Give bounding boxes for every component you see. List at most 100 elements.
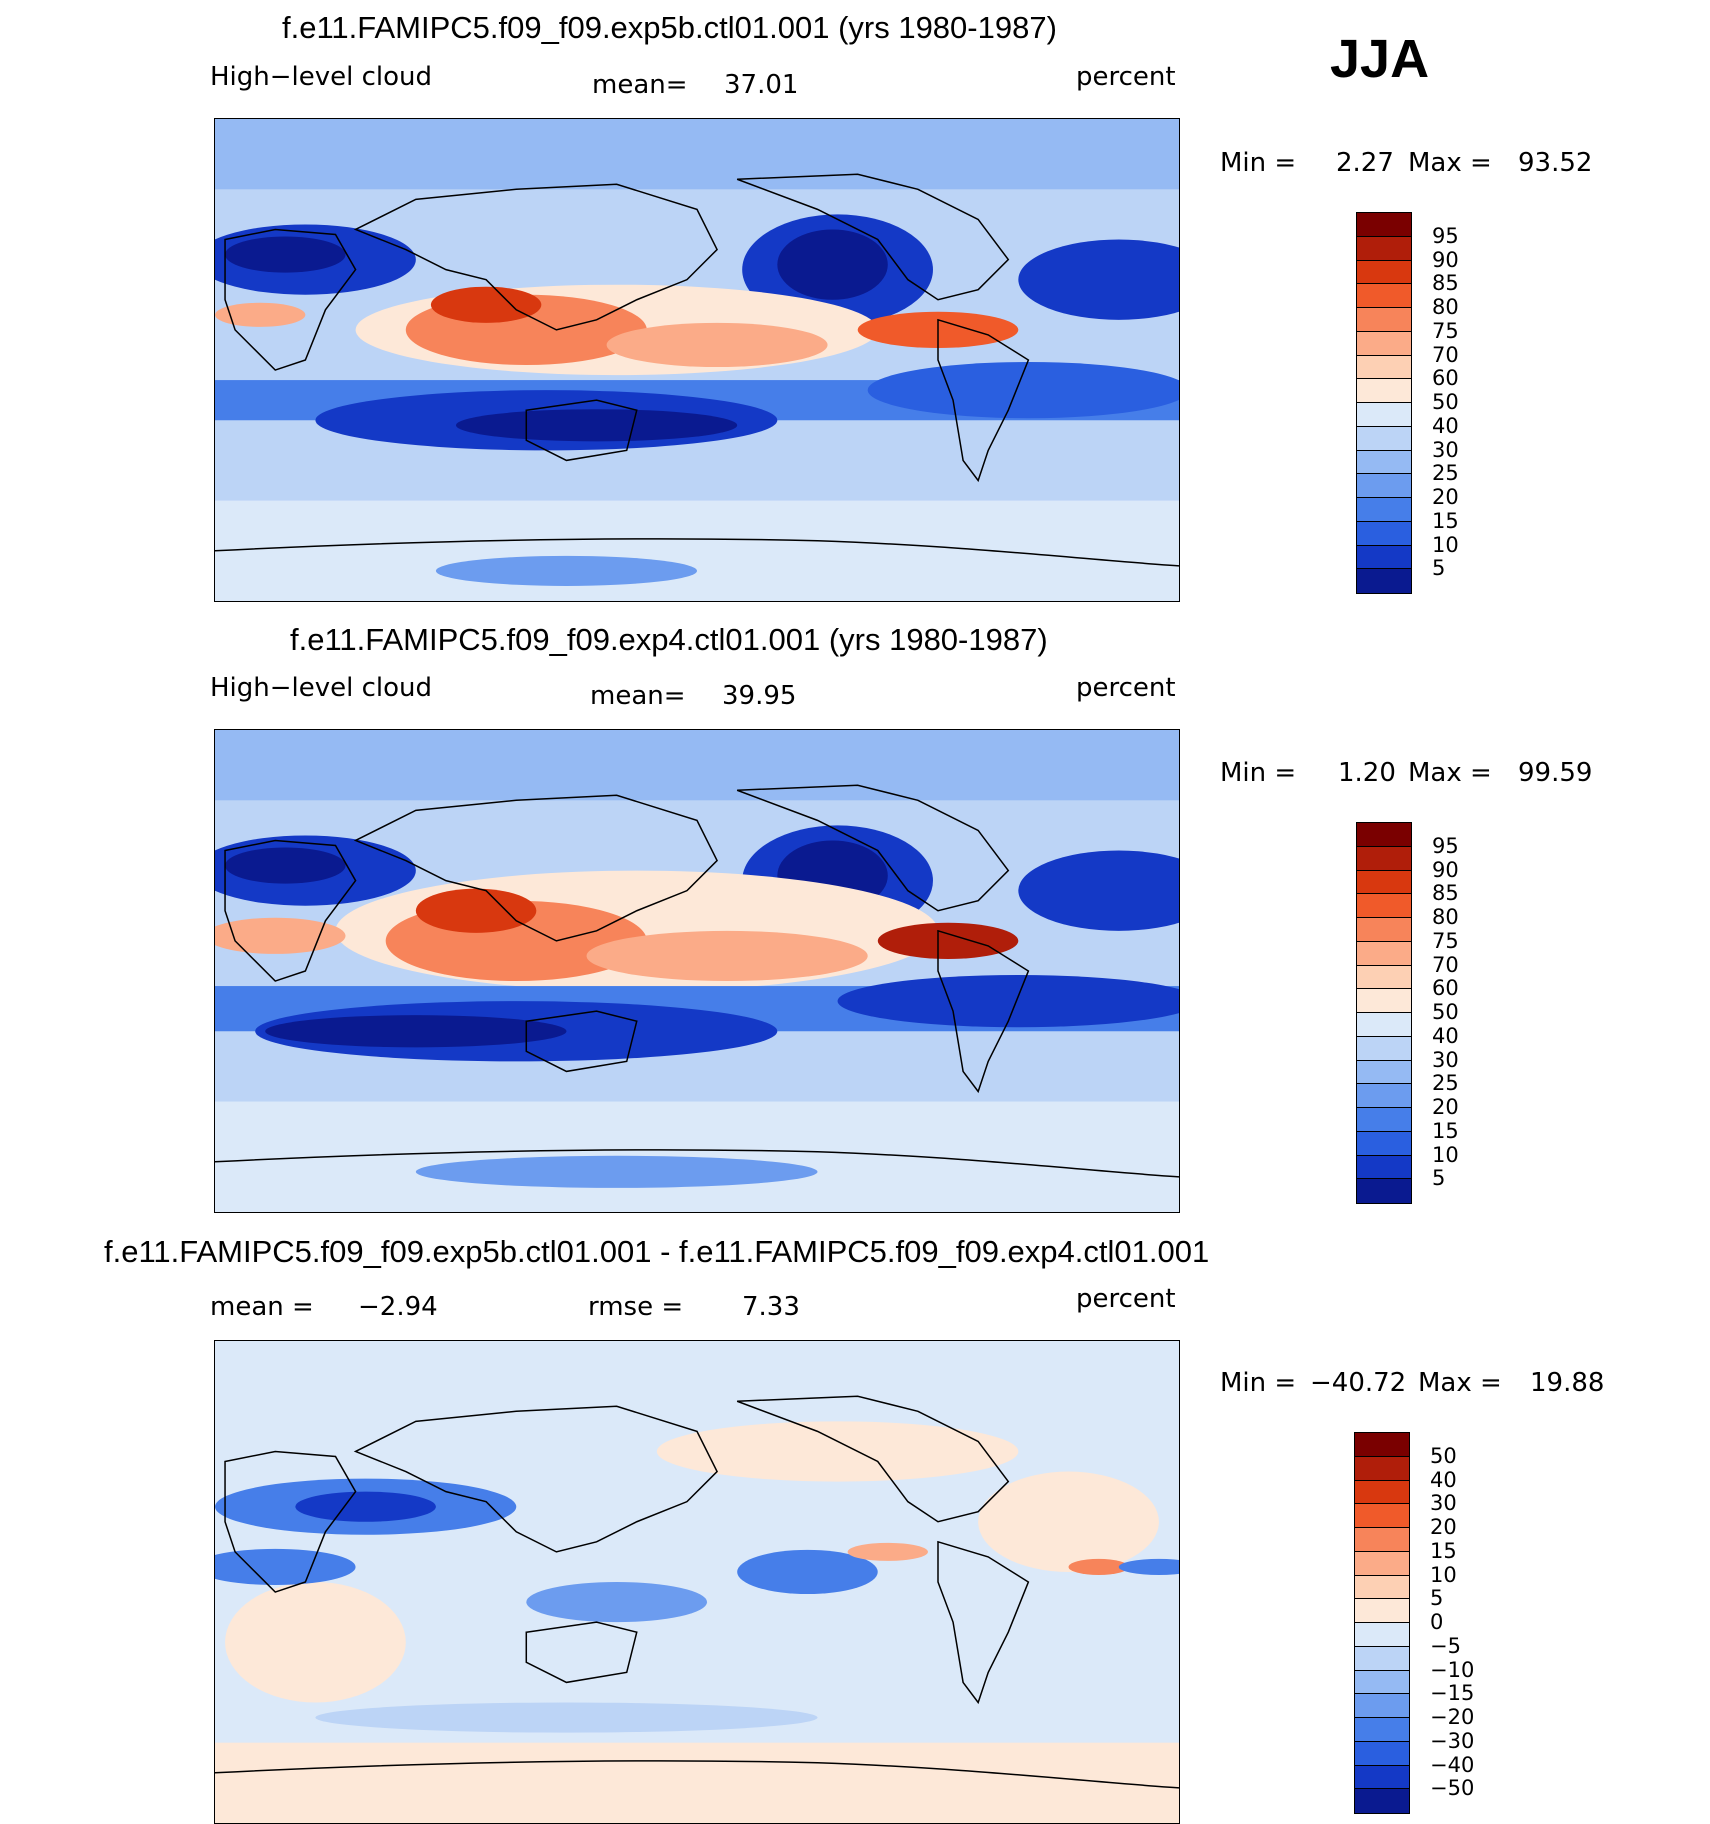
colorbar-tick-label: 95 bbox=[1432, 223, 1459, 248]
south-dry-core bbox=[456, 409, 738, 442]
panel-2-title: f.e11.FAMIPC5.f09_f09.exp4.ctl01.001 (yr… bbox=[290, 622, 1048, 657]
colorbar-swatch bbox=[1357, 941, 1411, 966]
panel-1-map-svg bbox=[215, 119, 1179, 601]
panel-3-min-label: Min = bbox=[1220, 1368, 1297, 1398]
npac-core bbox=[777, 229, 888, 300]
panel-2-min-value: 1.20 bbox=[1338, 758, 1396, 788]
colorbar-swatch bbox=[1357, 894, 1411, 918]
colorbar-tick-label: 85 bbox=[1432, 271, 1459, 296]
colorbar-swatch bbox=[1357, 426, 1411, 451]
colorbar-tick-label: 20 bbox=[1432, 485, 1459, 509]
panel-3-mean-label: mean = bbox=[210, 1292, 314, 1322]
africa-coast bbox=[224, 839, 357, 982]
colorbar-tick-label: 90 bbox=[1432, 857, 1459, 882]
colorbar-tick-label: 10 bbox=[1432, 532, 1459, 557]
colorbar-swatch bbox=[1357, 1013, 1411, 1037]
colorbar-tick-label: 70 bbox=[1432, 952, 1459, 977]
panel-3-max-value: 19.88 bbox=[1530, 1368, 1605, 1398]
arctic-band bbox=[215, 730, 1179, 801]
colorbar-tick-label: 40 bbox=[1430, 1467, 1457, 1492]
colorbar-tick-label: 25 bbox=[1432, 461, 1459, 486]
antarctica-coast bbox=[215, 1149, 1179, 1178]
colorbar-swatch bbox=[1357, 1060, 1411, 1085]
antarctica-coast bbox=[215, 1760, 1179, 1789]
colorbar-swatch bbox=[1357, 1084, 1411, 1108]
panel-3-colorbar bbox=[1354, 1432, 1410, 1814]
antarctica-coast bbox=[215, 538, 1179, 567]
colorbar-swatch bbox=[1357, 1155, 1411, 1180]
sahara-core bbox=[225, 847, 346, 884]
colorbar-tick-label: 50 bbox=[1432, 390, 1459, 414]
arctic-band bbox=[215, 119, 1179, 190]
natl-low bbox=[1018, 239, 1179, 320]
colorbar-swatch bbox=[1357, 1036, 1411, 1061]
colorbar-tick-label: 30 bbox=[1432, 1047, 1459, 1072]
colorbar-tick-label: 20 bbox=[1432, 1095, 1459, 1119]
colorbar-swatch bbox=[1355, 1528, 1409, 1552]
map-background bbox=[215, 1341, 1179, 1823]
south-america-coast bbox=[937, 318, 1030, 483]
panel-1-min-label: Min = bbox=[1220, 148, 1297, 178]
south-america-coast bbox=[937, 1540, 1030, 1705]
colorbar-swatch bbox=[1357, 569, 1411, 593]
sepac-dry bbox=[867, 362, 1179, 419]
panel-3-min-value: −40.72 bbox=[1310, 1368, 1407, 1398]
colorbar-tick-label: −40 bbox=[1430, 1752, 1475, 1777]
colorbar-tick-label: 80 bbox=[1432, 295, 1459, 319]
atl-blue bbox=[1118, 1558, 1179, 1575]
colorbar-tick-label: 10 bbox=[1432, 1142, 1459, 1167]
panel-3-map bbox=[214, 1340, 1180, 1824]
colorbar-tick-label: −50 bbox=[1430, 1776, 1475, 1801]
colorbar-swatch bbox=[1355, 1694, 1409, 1718]
cpac-blue bbox=[737, 1549, 878, 1595]
australia-coast bbox=[525, 399, 638, 462]
panel-2-mean-value: 39.95 bbox=[722, 681, 797, 711]
africa-coast bbox=[224, 228, 357, 371]
colorbar-tick-label: 40 bbox=[1432, 413, 1459, 438]
panel-2-variable: High−level cloud bbox=[210, 673, 433, 703]
colorbar-tick-label: 0 bbox=[1430, 1610, 1444, 1634]
colorbar-swatch bbox=[1357, 823, 1411, 847]
natl-orange bbox=[1068, 1558, 1129, 1575]
eurasia-coast bbox=[353, 794, 718, 942]
colorbar-tick-label: 20 bbox=[1430, 1515, 1457, 1539]
panel-1-mean-label: mean= bbox=[592, 70, 688, 100]
colorbar-tick-label: 85 bbox=[1432, 881, 1459, 906]
colorbar-swatch bbox=[1355, 1718, 1409, 1742]
colorbar-swatch bbox=[1357, 498, 1411, 522]
colorbar-tick-label: 40 bbox=[1432, 1023, 1459, 1048]
colorbar-tick-label: 15 bbox=[1430, 1538, 1457, 1563]
colorbar-tick-label: 15 bbox=[1432, 508, 1459, 533]
colorbar-swatch bbox=[1357, 870, 1411, 895]
panel-2-colorbar-ticks: 95 90 85 80 75 70 60 50 40 30 25 20 15 10 5 bbox=[1432, 822, 1512, 1204]
panel-3-mean-value: −2.94 bbox=[358, 1292, 438, 1322]
panel-1-colorbar-ticks: 95 90 85 80 75 70 60 50 40 30 25 20 15 10 5 bbox=[1432, 212, 1512, 594]
colorbar-swatch bbox=[1355, 1765, 1409, 1790]
sahara-core bbox=[225, 236, 346, 273]
panel-3-title: f.e11.FAMIPC5.f09_f09.exp5b.ctl01.001 - … bbox=[104, 1234, 1210, 1269]
itcz-east bbox=[877, 922, 1019, 959]
australia-coast bbox=[525, 1010, 638, 1073]
eurasia-coast bbox=[353, 183, 718, 331]
panel-2-units: percent bbox=[1076, 673, 1176, 703]
monsoon-core bbox=[415, 888, 537, 933]
panel-3-map-svg bbox=[215, 1341, 1179, 1823]
colorbar-swatch bbox=[1357, 545, 1411, 570]
colorbar-swatch bbox=[1357, 213, 1411, 237]
colorbar-swatch bbox=[1357, 260, 1411, 285]
colorbar-tick-label: −20 bbox=[1430, 1705, 1475, 1729]
colorbar-tick-label: 60 bbox=[1432, 366, 1459, 391]
colorbar-tick-label: −5 bbox=[1430, 1633, 1461, 1658]
natl-low bbox=[1018, 850, 1179, 931]
north-america-coast bbox=[736, 784, 1010, 912]
colorbar-tick-label: 60 bbox=[1432, 976, 1459, 1001]
panel-1-title: f.e11.FAMIPC5.f09_f09.exp5b.ctl01.001 (y… bbox=[282, 10, 1057, 45]
epac-orange bbox=[847, 1542, 928, 1561]
panel-1-max-label: Max = bbox=[1408, 148, 1492, 178]
south-dry-core bbox=[265, 1015, 567, 1048]
colorbar-tick-label: −30 bbox=[1430, 1728, 1475, 1753]
panel-2-max-value: 99.59 bbox=[1518, 758, 1593, 788]
colorbar-swatch bbox=[1357, 989, 1411, 1013]
colorbar-swatch bbox=[1355, 1599, 1409, 1623]
colorbar-swatch bbox=[1357, 474, 1411, 498]
